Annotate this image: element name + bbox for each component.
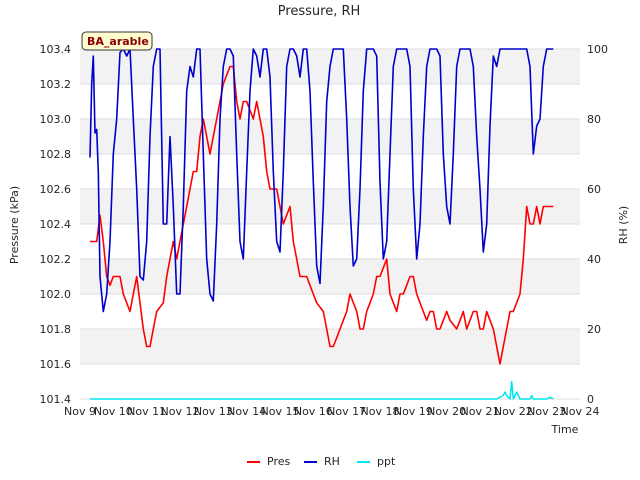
y-left-axis-label: Pressure (kPa) [8, 186, 21, 264]
series-lines [89, 48, 554, 400]
x-tick-label: Nov 17 [327, 405, 366, 418]
legend-item-ppt: ppt [357, 455, 396, 468]
chart-title: Pressure, RH [278, 4, 361, 19]
x-tick-label: Nov 13 [194, 405, 233, 418]
x-tick-label: Nov 18 [361, 405, 400, 418]
y-right-axis-ticks: 0 20 40 60 80 100 [587, 43, 608, 406]
x-tick-label: Nov 16 [294, 405, 333, 418]
series-line-rh [89, 48, 554, 313]
y-right-tick-label: 20 [587, 323, 601, 336]
y-left-tick-label: 103.4 [40, 43, 72, 56]
grid-band [80, 119, 580, 154]
series-line-pres [90, 65, 554, 365]
x-tick-label: Nov 20 [427, 405, 466, 418]
x-tick-label: Nov 15 [261, 405, 300, 418]
legend: Pres RH ppt [247, 455, 396, 468]
x-tick-label: Nov 23 [527, 405, 566, 418]
y-right-tick-label: 100 [587, 43, 608, 56]
y-left-tick-label: 102.0 [40, 288, 72, 301]
grid-bands [80, 48, 580, 400]
y-right-tick-label: 60 [587, 183, 601, 196]
grid-band [80, 189, 580, 224]
x-tick-label: Nov 22 [494, 405, 533, 418]
grid-band [80, 364, 580, 399]
y-left-tick-label: 103.2 [40, 78, 72, 91]
legend-item-rh: RH [304, 455, 340, 468]
y-left-axis-ticks: 101.4 101.6 101.8 102.0 102.2 102.4 102.6 102.8… [40, 43, 72, 406]
y-left-tick-label: 101.8 [40, 323, 72, 336]
y-left-tick-label: 102.4 [40, 218, 72, 231]
x-tick-label: Nov 12 [161, 405, 200, 418]
legend-item-pres: Pres [247, 455, 290, 468]
grid-band [80, 84, 580, 119]
x-axis-label: Time [551, 423, 579, 436]
y-left-tick-label: 103.0 [40, 113, 72, 126]
y-left-tick-label: 102.2 [40, 253, 72, 266]
grid-band [80, 224, 580, 259]
legend-label: ppt [377, 455, 396, 468]
x-tick-label: Nov 11 [127, 405, 166, 418]
x-tick-label: Nov 9 [64, 405, 96, 418]
y-right-tick-label: 0 [587, 393, 594, 406]
y-right-axis-label: RH (%) [617, 206, 630, 244]
y-right-tick-label: 40 [587, 253, 601, 266]
y-right-tick-label: 80 [587, 113, 601, 126]
y-left-tick-label: 102.6 [40, 183, 72, 196]
x-tick-label: Nov 14 [227, 405, 266, 418]
legend-label: Pres [267, 455, 290, 468]
x-tick-label: Nov 10 [94, 405, 133, 418]
grid-band [80, 259, 580, 294]
legend-label: RH [324, 455, 340, 468]
site-badge: BA_arable [81, 31, 153, 51]
site-badge-text: BA_arable [87, 35, 149, 48]
series-line-ppt [90, 380, 554, 400]
y-left-tick-label: 101.6 [40, 358, 72, 371]
x-tick-label: Nov 19 [394, 405, 433, 418]
grid-band [80, 154, 580, 189]
y-left-tick-label: 102.8 [40, 148, 72, 161]
y-left-tick-label: 101.4 [40, 393, 72, 406]
x-tick-label: Nov 21 [461, 405, 500, 418]
x-tick-label: Nov 24 [561, 405, 600, 418]
